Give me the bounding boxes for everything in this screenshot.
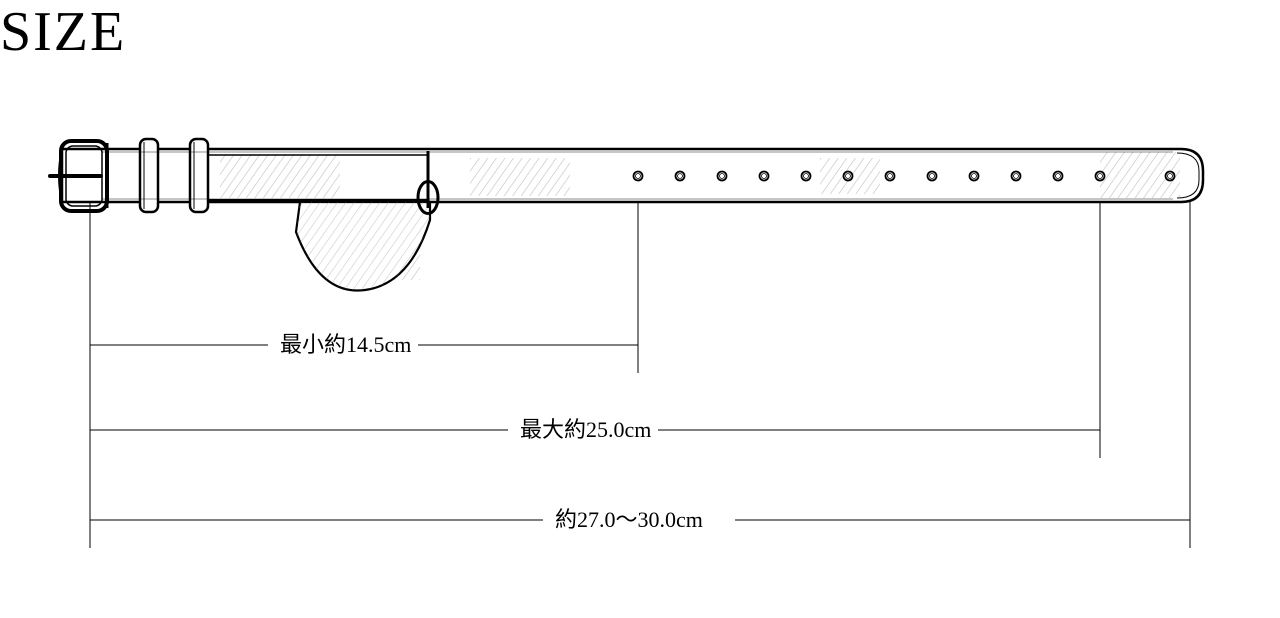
- dimension-total: 約27.0～30.0cm: [90, 202, 1190, 548]
- size-diagram: 最小約14.5cm 最大約25.0cm 約27.0～30.0cm: [0, 0, 1280, 618]
- dimension-label: 最小約14.5cm: [280, 332, 411, 357]
- strap-hole: [1012, 172, 1021, 181]
- strap-hole: [802, 172, 811, 181]
- strap-hole: [1096, 172, 1105, 181]
- strap-hole: [634, 172, 643, 181]
- texture-hatch: [470, 158, 570, 196]
- strap-hole: [844, 172, 853, 181]
- texture-hatch: [220, 154, 340, 198]
- keeper-loop: [140, 139, 158, 212]
- strap-hole: [928, 172, 937, 181]
- strap-hole: [760, 172, 769, 181]
- dimension-max: 最大約25.0cm: [90, 202, 1100, 458]
- strap-hole: [886, 172, 895, 181]
- dimension-lines: 最小約14.5cm 最大約25.0cm 約27.0～30.0cm: [90, 202, 1190, 548]
- keeper-loop: [190, 139, 208, 212]
- strap-hole: [1166, 172, 1175, 181]
- dimension-label: 約27.0～30.0cm: [555, 507, 703, 532]
- strap-hole: [970, 172, 979, 181]
- dimension-label: 最大約25.0cm: [520, 417, 651, 442]
- strap-hole: [718, 172, 727, 181]
- strap-illustration: [50, 139, 1203, 291]
- strap-hole: [1054, 172, 1063, 181]
- strap-hole: [676, 172, 685, 181]
